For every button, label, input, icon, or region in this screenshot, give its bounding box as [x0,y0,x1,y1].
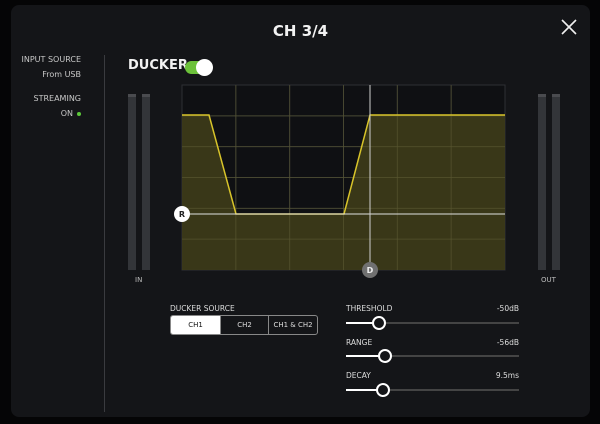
meter-out-left [538,94,546,270]
decay-slider[interactable] [346,383,519,397]
streaming-label: STREAMING [33,94,82,103]
close-icon[interactable] [560,18,578,36]
ducker-source-label: DUCKER SOURCE [170,304,235,313]
range-handle-label: R [179,210,185,219]
decay-slider-thumb[interactable] [376,383,391,397]
input-source-label: INPUT SOURCE [21,55,81,64]
streaming-value: ON [60,109,73,118]
source-option-ch1[interactable]: CH1 [171,316,221,334]
toggle-knob [196,59,213,76]
ducker-graph[interactable]: R D [11,5,590,305]
graph-grid-overlay [182,85,505,270]
channel-dialog: CH 3/4 INPUT SOURCE From USB STREAMING O… [11,5,590,417]
decay-value: 9.5ms [495,371,519,380]
decay-handle[interactable]: D [362,262,378,278]
decay-label: DECAY [346,371,371,380]
ducker-source-selector: CH1 CH2 CH1 & CH2 [170,315,318,335]
meter-in-label: IN [135,276,143,284]
range-value: -56dB [496,338,519,347]
input-source-value: From USB [42,70,81,79]
dialog-title: CH 3/4 [272,22,329,40]
range-slider[interactable] [346,349,519,363]
meter-out-right [552,94,560,270]
divider [104,55,105,412]
range-slider-thumb[interactable] [377,349,392,363]
range-handle[interactable]: R [174,206,190,222]
meter-out-label: OUT [541,276,556,284]
source-option-ch1-ch2[interactable]: CH1 & CH2 [273,321,313,329]
range-label: RANGE [346,338,373,347]
ducker-curve-fill [182,115,505,270]
threshold-value: -50dB [496,304,519,313]
ducker-title: DUCKER [128,58,188,73]
streaming-status-dot [77,112,81,116]
meter-in-right [142,94,150,270]
source-option-ch2[interactable]: CH2 [221,316,269,334]
decay-handle-label: D [367,266,374,275]
threshold-label: THRESHOLD [346,304,393,313]
threshold-slider[interactable] [346,316,519,330]
threshold-slider-thumb[interactable] [371,316,386,330]
ducker-toggle[interactable] [185,59,213,76]
meter-in-left [128,94,136,270]
